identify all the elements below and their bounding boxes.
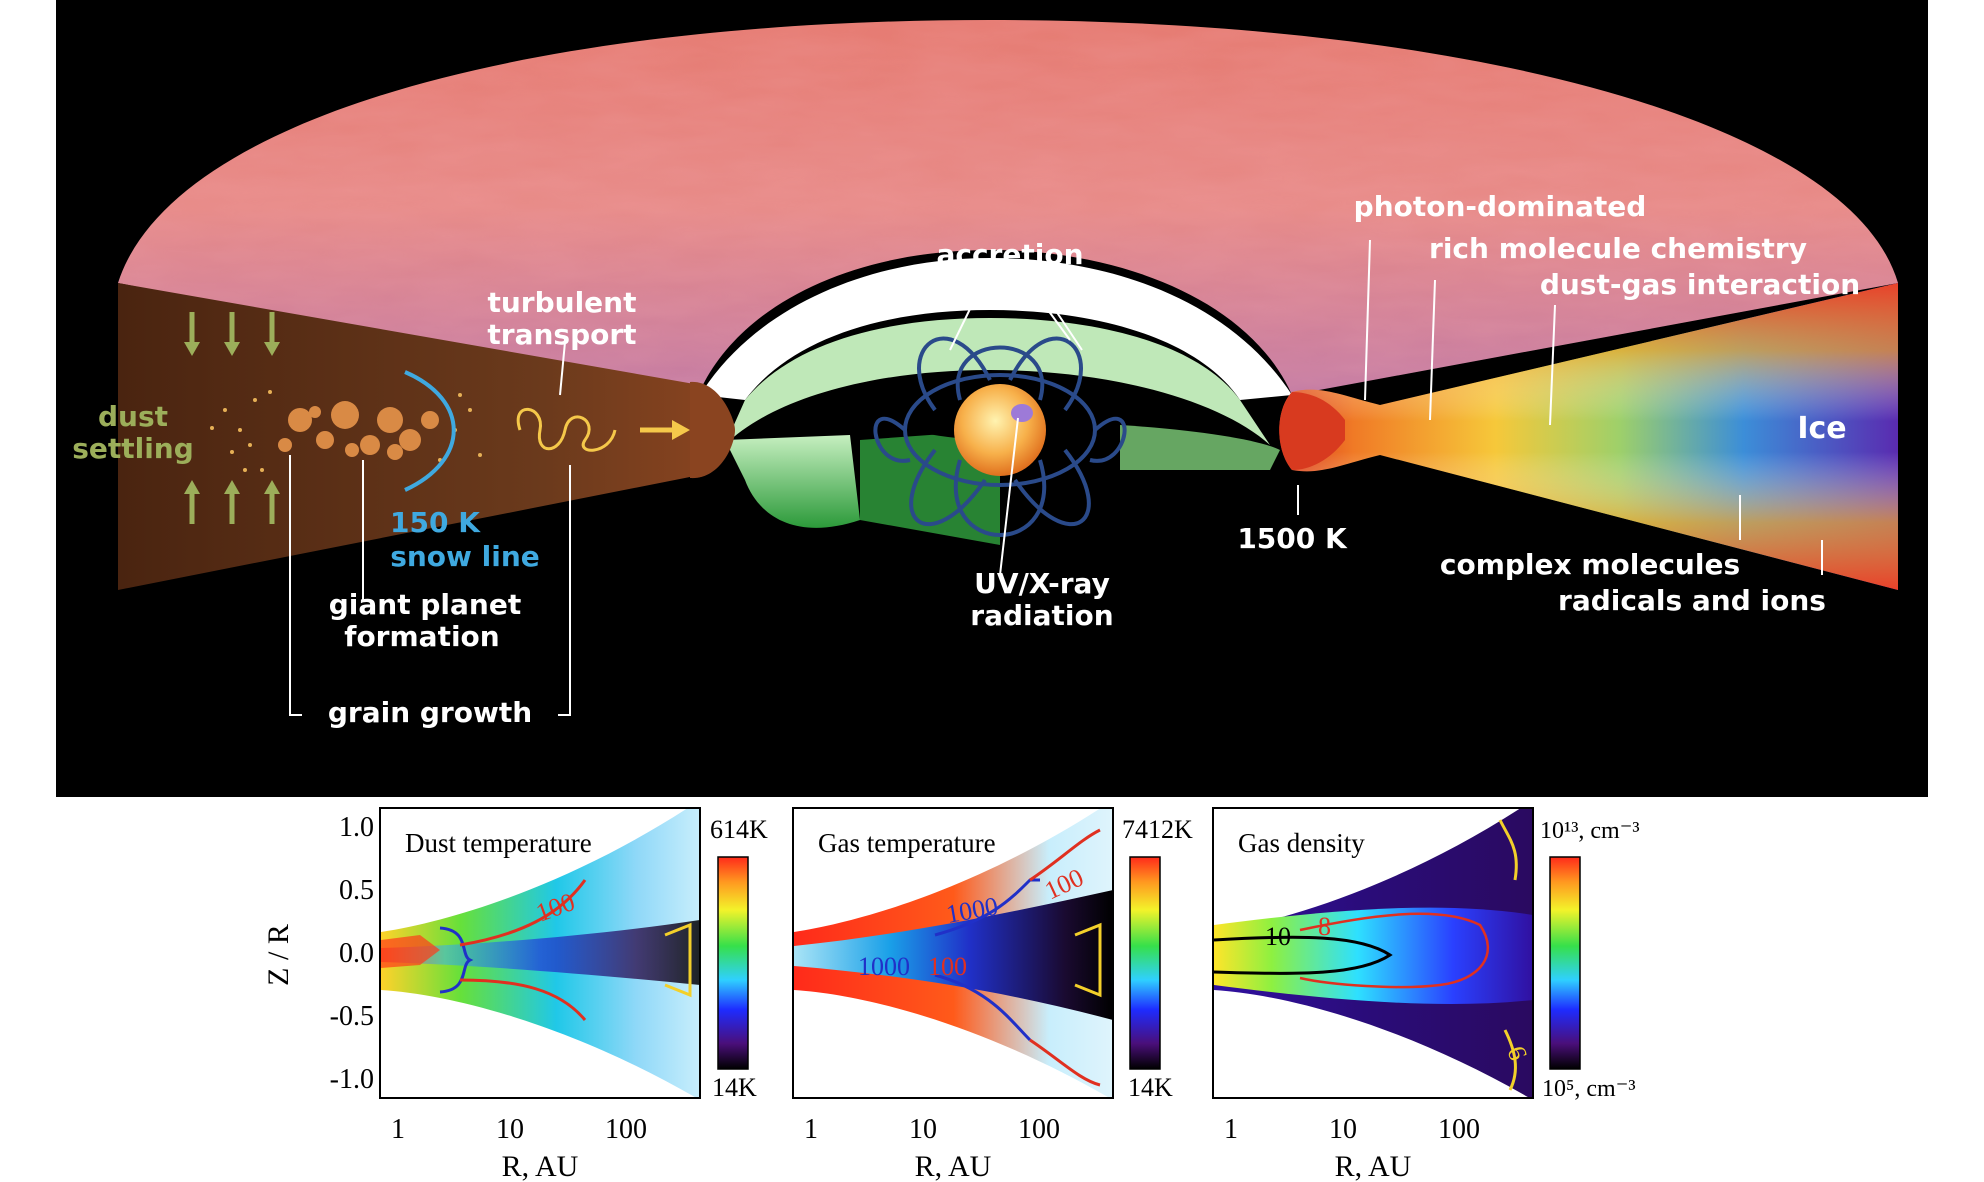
label-ice: Ice: [1797, 411, 1846, 446]
colorbar: [1129, 856, 1161, 1070]
panel-title: Gas temperature: [818, 828, 996, 858]
label-giant-planet-formation: formation: [344, 620, 499, 653]
x-tick-label: 100: [1018, 1114, 1060, 1145]
star-magnetosphere: [873, 336, 1127, 537]
x-tick-label: 10: [909, 1114, 937, 1145]
x-tick-label: 100: [1438, 1114, 1480, 1145]
contour-label: 10: [1265, 922, 1291, 951]
contour-label: 100: [928, 952, 967, 981]
x-tick-label: 1: [804, 1114, 818, 1145]
star: [954, 384, 1046, 476]
x-tick-label: 1: [391, 1114, 405, 1145]
x-tick-label: 1: [1224, 1114, 1238, 1145]
label-snow-line: snow line: [390, 540, 540, 573]
label-1500k: 1500 K: [1237, 522, 1348, 555]
transport-arrow: [640, 420, 690, 440]
label-dust-settling: settling: [72, 432, 194, 465]
colorbar-min: 10⁵, cm⁻³: [1542, 1076, 1636, 1102]
dust-particles: [278, 401, 439, 460]
colorbar: [1549, 856, 1581, 1070]
y-tick-label: 0.5: [339, 875, 374, 906]
colorbar-min: 14K: [1128, 1073, 1173, 1102]
x-axis-label: R, AU: [915, 1150, 992, 1182]
label-grain-growth: grain growth: [328, 696, 532, 729]
label-photon-dominated: photon-dominated: [1354, 190, 1647, 223]
turbulence-squiggle: [516, 407, 617, 452]
colorbar-max: 7412K: [1122, 815, 1193, 844]
label-turbulent-transport: turbulent: [487, 286, 636, 319]
panel-title: Gas density: [1238, 828, 1365, 858]
colorbar-min: 14K: [712, 1073, 757, 1102]
panel-gas-density: 10 8 6 Gas density 1 10 100 R, AU 10¹³, …: [1212, 807, 1640, 1182]
y-tick-label: -1.0: [330, 1064, 374, 1095]
label-turbulent-transport: transport: [487, 318, 636, 351]
label-complex-molecules: complex molecules: [1440, 548, 1740, 581]
diagram-labels: dust settling turbulent transport 150 K …: [72, 190, 1860, 729]
colorbar-max: 10¹³, cm⁻³: [1540, 818, 1640, 844]
y-axis-label: Z / R: [262, 924, 295, 986]
contour-label: 8: [1318, 912, 1331, 941]
y-tick-label: 1.0: [339, 812, 374, 843]
label-snow-line: 150 K: [390, 506, 481, 539]
y-tick-label: 0.0: [339, 938, 374, 969]
label-dust-settling: dust: [98, 400, 168, 433]
y-tick-labels: 1.0 0.5 0.0 -0.5 -1.0: [330, 812, 374, 1095]
colorbar: [717, 856, 749, 1070]
label-accretion: accretion: [936, 238, 1083, 271]
panel-title: Dust temperature: [405, 828, 592, 858]
label-uv-xray-radiation: radiation: [970, 599, 1113, 632]
settling-arrows: [184, 312, 280, 524]
leader-lines: [289, 239, 1823, 716]
label-rich-molecule-chemistry: rich molecule chemistry: [1429, 232, 1807, 265]
x-tick-label: 10: [496, 1114, 524, 1145]
panel-dust-temperature: 100 Dust temperature 1 10 100 R, AU 614K…: [379, 807, 768, 1182]
x-tick-label: 100: [605, 1114, 647, 1145]
label-giant-planet-formation: giant planet: [329, 588, 521, 621]
label-radicals-and-ions: radicals and ions: [1558, 584, 1826, 617]
x-tick-label: 10: [1329, 1114, 1357, 1145]
x-axis-label: R, AU: [1335, 1150, 1412, 1182]
snow-line-curve: [404, 370, 456, 492]
label-dust-gas-interaction: dust-gas interaction: [1540, 268, 1860, 301]
label-uv-xray-radiation: UV/X-ray: [974, 567, 1110, 600]
x-axis-label: R, AU: [502, 1150, 579, 1182]
protoplanetary-disk: [118, 20, 1898, 716]
y-tick-label: -0.5: [330, 1001, 374, 1032]
panel-gas-temperature: 1000 100 1000 100 Gas temperature 1 10 1…: [792, 807, 1193, 1182]
contour-label: 1000: [858, 952, 910, 981]
colorbar-max: 614K: [710, 815, 768, 844]
